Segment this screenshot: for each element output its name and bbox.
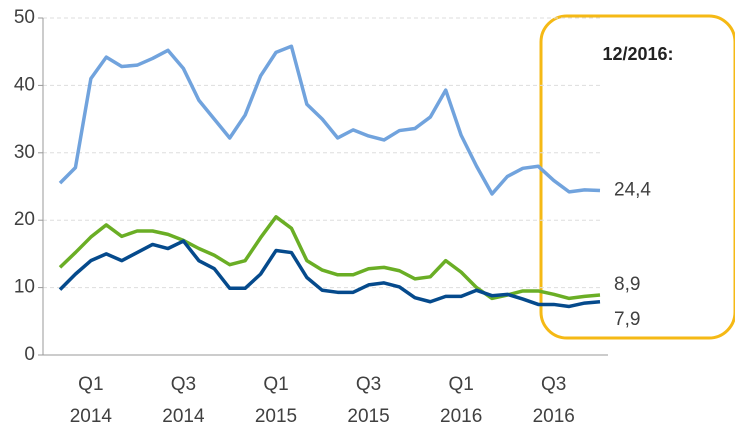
y-tick-label: 40 bbox=[14, 74, 35, 95]
x-tick-label-line: Q1 bbox=[263, 374, 288, 395]
annotation: 12/2016: bbox=[602, 44, 673, 64]
x-tick-label: Q1 2016 bbox=[440, 374, 482, 427]
x-tick-label: Q3 2016 bbox=[533, 374, 575, 427]
x-tick-label-line: Q3 bbox=[171, 374, 196, 395]
x-tick-label-line: Q3 bbox=[541, 374, 566, 395]
end-label: 24,4 bbox=[614, 180, 651, 201]
x-tick-label-line: Q1 bbox=[78, 374, 103, 395]
x-tick-label: Q3 2014 bbox=[162, 374, 205, 427]
x-tick-label-line: 2016 bbox=[533, 406, 575, 427]
x-tick-label-line: 2015 bbox=[347, 406, 389, 427]
x-tick-label: Q3 2015 bbox=[347, 374, 389, 427]
highlight-box bbox=[539, 14, 735, 340]
end-label: 8,9 bbox=[614, 274, 640, 295]
x-tick-label-line: 2014 bbox=[70, 406, 113, 427]
x-tick-label: Q1 2014 bbox=[70, 374, 113, 427]
x-tick-label-line: 2015 bbox=[255, 406, 297, 427]
x-tick-label-line: Q1 bbox=[448, 374, 473, 395]
y-tick-label: 0 bbox=[24, 344, 35, 365]
y-tick-label: 10 bbox=[14, 277, 35, 298]
x-tick-label-line: Q3 bbox=[356, 374, 381, 395]
x-tick-label-line: 2014 bbox=[162, 406, 205, 427]
x-tick-label: Q1 2015 bbox=[255, 374, 297, 427]
y-tick-label: 20 bbox=[14, 209, 35, 230]
y-tick-label: 30 bbox=[14, 142, 35, 163]
series-line bbox=[58, 44, 601, 196]
series-line bbox=[58, 215, 601, 301]
end-label: 7,9 bbox=[614, 309, 640, 330]
series-line bbox=[58, 239, 601, 309]
y-tick-label: 50 bbox=[14, 7, 35, 28]
x-tick-label-line: 2016 bbox=[440, 406, 482, 427]
